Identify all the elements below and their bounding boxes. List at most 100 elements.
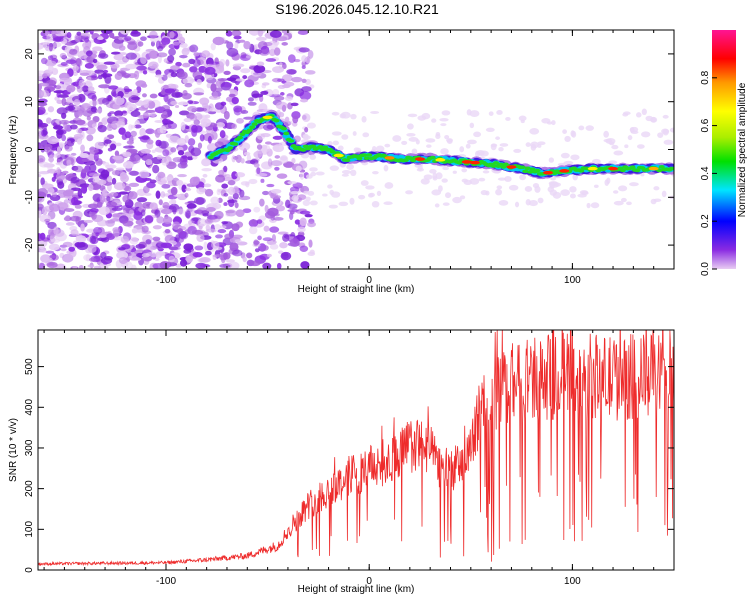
spectrogram-speckle-blob bbox=[277, 84, 286, 89]
spectrogram-faint-blob bbox=[662, 114, 669, 119]
spectrogram-speckle-blob bbox=[47, 55, 54, 60]
spectrogram-speckle-blob bbox=[67, 140, 72, 146]
spectrogram-faint-blob bbox=[338, 201, 349, 207]
spectrogram-faint-blob bbox=[384, 182, 394, 189]
spectrogram-faint-blob bbox=[525, 142, 531, 147]
spectrogram-faint-blob bbox=[482, 170, 490, 174]
spectrogram-speckle-blob bbox=[175, 61, 182, 67]
spectrogram-speckle-blob bbox=[46, 117, 52, 124]
spectrogram-faint-blob bbox=[611, 144, 619, 150]
spectrogram-speckle-blob bbox=[137, 114, 150, 119]
spectrogram-speckle-blob bbox=[210, 196, 220, 205]
spectrogram-speckle-blob bbox=[185, 125, 190, 130]
spectrogram-speckle-blob bbox=[93, 149, 99, 153]
spectrogram-speckle-blob bbox=[42, 73, 48, 79]
spectrogram-speckle-blob bbox=[282, 63, 287, 70]
spectrogram-faint-blob bbox=[459, 195, 466, 200]
spectrogram-speckle-blob bbox=[260, 245, 269, 251]
spectrogram-faint-blob bbox=[401, 140, 408, 145]
colorbar-gradient bbox=[712, 30, 736, 269]
spectrogram-speckle-blob bbox=[280, 251, 292, 261]
spectrogram-faint-blob bbox=[578, 125, 585, 131]
spectrogram-faint-blob bbox=[496, 109, 503, 115]
spectrogram-faint-blob bbox=[350, 113, 357, 120]
spectrogram-speckle-blob bbox=[191, 124, 198, 133]
spectrogram-speckle-blob bbox=[45, 250, 55, 254]
spectrogram-faint-blob bbox=[383, 164, 389, 172]
snr-ticks: -100 0 100 0 100 200 300 400 500 bbox=[24, 330, 675, 587]
spectrogram-faint-blob bbox=[504, 176, 512, 182]
spectrogram-speckle-blob bbox=[48, 243, 60, 251]
spectrogram-speckle-blob bbox=[207, 135, 212, 144]
spectrogram-speckle-blob bbox=[77, 107, 86, 116]
spectrogram-speckle-blob bbox=[176, 208, 185, 215]
spectrogram-speckle-blob bbox=[291, 76, 303, 83]
spectrogram-speckle-blob bbox=[263, 225, 270, 232]
spectrogram-speckle-blob bbox=[145, 109, 156, 113]
spectrogram-faint-blob bbox=[650, 116, 658, 123]
spectrogram-speckle-blob bbox=[100, 73, 113, 78]
spectrogram-speckle-blob bbox=[48, 64, 54, 72]
spectrogram-speckle-blob bbox=[42, 41, 48, 49]
spectrogram-speckle-blob bbox=[142, 70, 148, 75]
spectrogram-speckle-blob bbox=[109, 111, 115, 115]
spectrogram-faint-blob bbox=[361, 116, 367, 123]
spectrogram-speckle-blob bbox=[247, 101, 257, 106]
spectrogram-speckle-blob bbox=[231, 155, 236, 163]
spectrogram-speckle-blob bbox=[269, 30, 282, 38]
spectrogram-speckle-blob bbox=[223, 165, 228, 173]
spectrogram-speckle-blob bbox=[107, 85, 119, 90]
spectrogram-speckle-blob bbox=[256, 61, 265, 67]
spectrogram-speckle-blob bbox=[202, 213, 209, 217]
spectrogram-speckle-blob bbox=[203, 183, 212, 188]
spectrogram-speckle-blob bbox=[123, 185, 132, 192]
spectrogram-speckle-blob bbox=[226, 77, 237, 82]
spectrogram-speckle-blob bbox=[118, 127, 126, 135]
spectrogram-speckle-blob bbox=[89, 235, 97, 245]
spectrogram-speckle-blob bbox=[234, 41, 239, 49]
spectrogram-speckle-blob bbox=[249, 260, 261, 267]
spectrogram-speckle-blob bbox=[246, 154, 252, 162]
spectrogram-speckle-blob bbox=[87, 264, 95, 268]
spectrogram-ridge-blob bbox=[356, 156, 363, 161]
spectrogram-speckle-blob bbox=[115, 167, 125, 171]
spectrogram-speckle-blob bbox=[206, 82, 211, 89]
spectrogram-speckle-blob bbox=[177, 173, 187, 178]
spectrogram-speckle-blob bbox=[66, 159, 72, 166]
spectrogram-speckle-blob bbox=[189, 114, 198, 121]
spectrogram-speckle-blob bbox=[263, 145, 271, 152]
spectrogram-speckle-blob bbox=[122, 151, 132, 158]
spectrogram-faint-blob bbox=[624, 144, 629, 149]
spectrogram-speckle-blob bbox=[91, 211, 97, 220]
spectrogram-speckle-blob bbox=[79, 72, 90, 76]
spectrogram-ridge-blob bbox=[578, 169, 585, 173]
spectrogram-faint-blob bbox=[562, 129, 567, 134]
spectrogram-speckle-blob bbox=[302, 114, 307, 120]
spectrogram-speckle-blob bbox=[253, 239, 259, 247]
spectrogram-faint-blob bbox=[459, 146, 465, 153]
spectrogram-speckle-blob bbox=[210, 42, 216, 51]
spectrogram-faint-blob bbox=[641, 108, 647, 116]
spectrogram-speckle-blob bbox=[94, 141, 104, 150]
spectrogram-speckle-blob bbox=[217, 78, 228, 82]
spectrogram-speckle-blob bbox=[232, 193, 239, 200]
spectrogram-speckle-blob bbox=[162, 111, 168, 115]
spectrogram-speckle-blob bbox=[142, 185, 150, 194]
spectrogram-speckle-blob bbox=[174, 105, 180, 109]
spectrogram-speckle-blob bbox=[86, 134, 94, 142]
spectrogram-speckle-blob bbox=[205, 250, 212, 256]
spectrogram-ridge-blob bbox=[300, 148, 307, 152]
spectrogram-faint-blob bbox=[663, 139, 674, 145]
spectrogram-speckle-blob bbox=[141, 93, 147, 98]
spectrogram-speckle-blob bbox=[56, 146, 61, 154]
spectrogram-faint-blob bbox=[520, 119, 525, 124]
spectrogram-speckle-blob bbox=[172, 157, 184, 163]
spectrogram-speckle-blob bbox=[40, 90, 50, 98]
spectrogram-speckle-blob bbox=[129, 170, 140, 176]
spectrogram-speckle-blob bbox=[74, 165, 84, 173]
spectrogram-speckle-blob bbox=[231, 30, 242, 37]
spectrogram-speckle-blob bbox=[130, 110, 141, 117]
spectrogram-faint-blob bbox=[636, 144, 645, 149]
spectrogram-speckle-blob bbox=[118, 36, 124, 41]
spectrogram-speckle-blob bbox=[83, 219, 94, 223]
